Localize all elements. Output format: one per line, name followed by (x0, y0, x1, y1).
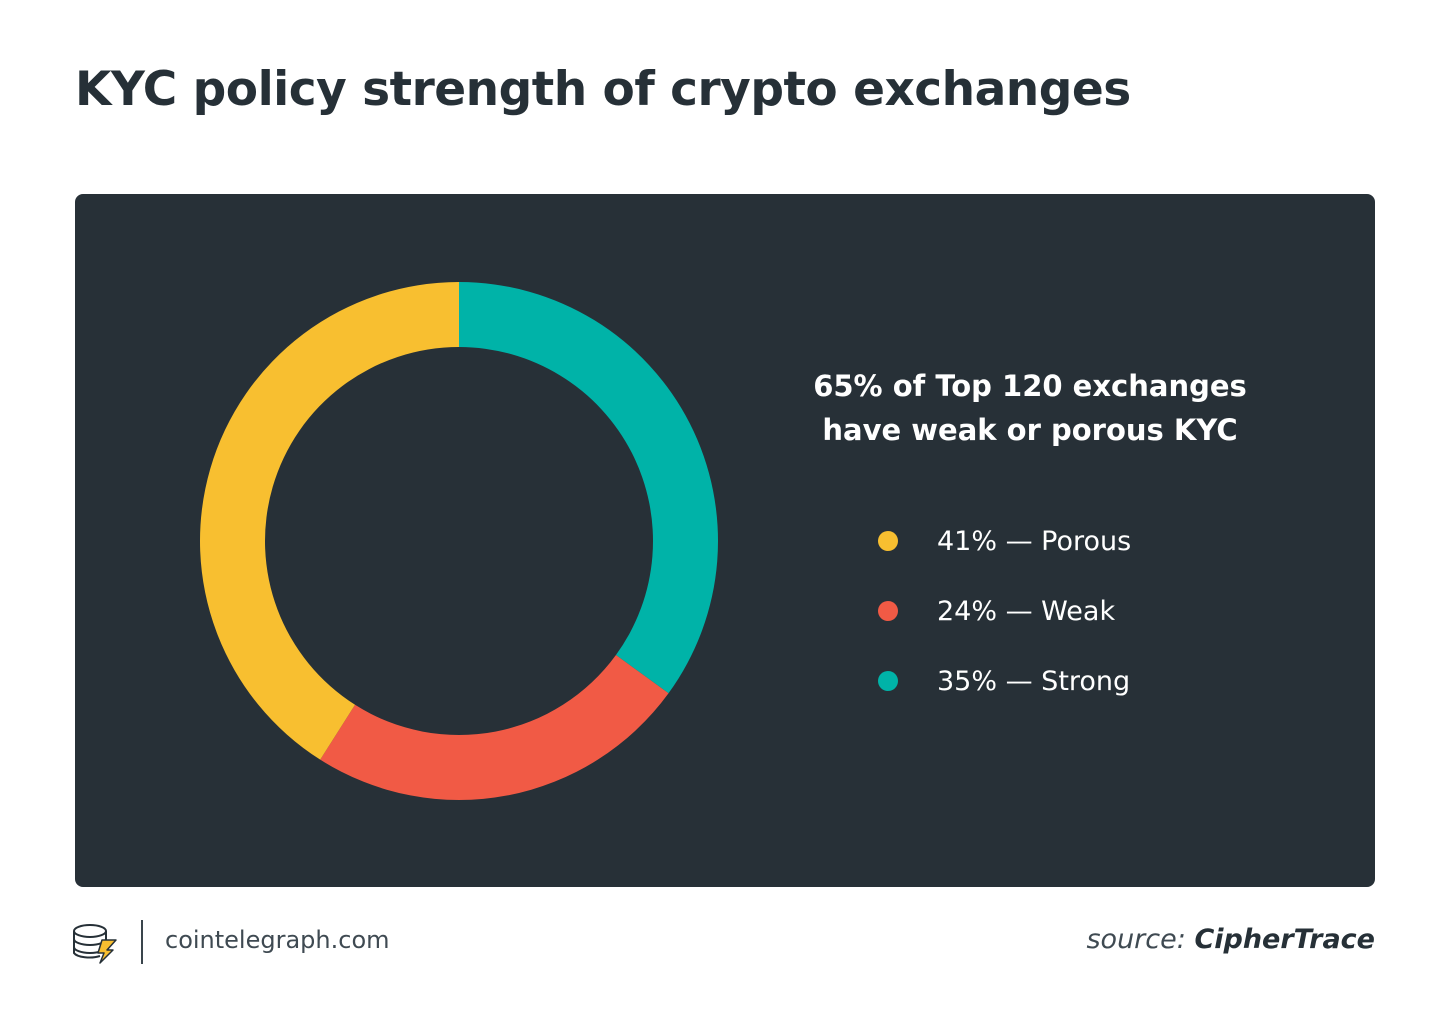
legend-item-porous: 41% — Porous (878, 521, 1131, 561)
page-title: KYC policy strength of crypto exchanges (75, 62, 1131, 117)
legend-item-strong: 35% — Strong (878, 661, 1131, 701)
donut-slice-weak (320, 655, 669, 800)
footer-divider (141, 920, 143, 964)
source-name: CipherTrace (1194, 924, 1375, 955)
footer-source: source: CipherTrace (1086, 924, 1375, 955)
source-prefix: source: (1086, 924, 1186, 955)
footer-site-link[interactable]: cointelegraph.com (165, 926, 390, 954)
donut-slices (200, 282, 718, 800)
donut-slice-porous (200, 282, 459, 760)
cointelegraph-logo-icon (73, 924, 117, 964)
chart-legend: 41% — Porous 24% — Weak 35% — Strong (878, 521, 1131, 731)
headline-line-2: have weak or porous KYC (822, 413, 1238, 447)
donut-chart (200, 282, 718, 800)
legend-dot-strong (878, 671, 898, 691)
legend-dot-porous (878, 531, 898, 551)
headline-line-1: 65% of Top 120 exchanges (813, 369, 1247, 403)
donut-slice-strong (459, 282, 718, 694)
legend-item-weak: 24% — Weak (878, 591, 1131, 631)
chart-panel: 65% of Top 120 exchanges have weak or po… (75, 194, 1375, 887)
legend-label-strong: 35% — Strong (937, 665, 1131, 697)
chart-headline: 65% of Top 120 exchanges have weak or po… (775, 364, 1285, 452)
legend-label-porous: 41% — Porous (937, 525, 1132, 557)
legend-label-weak: 24% — Weak (937, 595, 1116, 627)
legend-dot-weak (878, 601, 898, 621)
